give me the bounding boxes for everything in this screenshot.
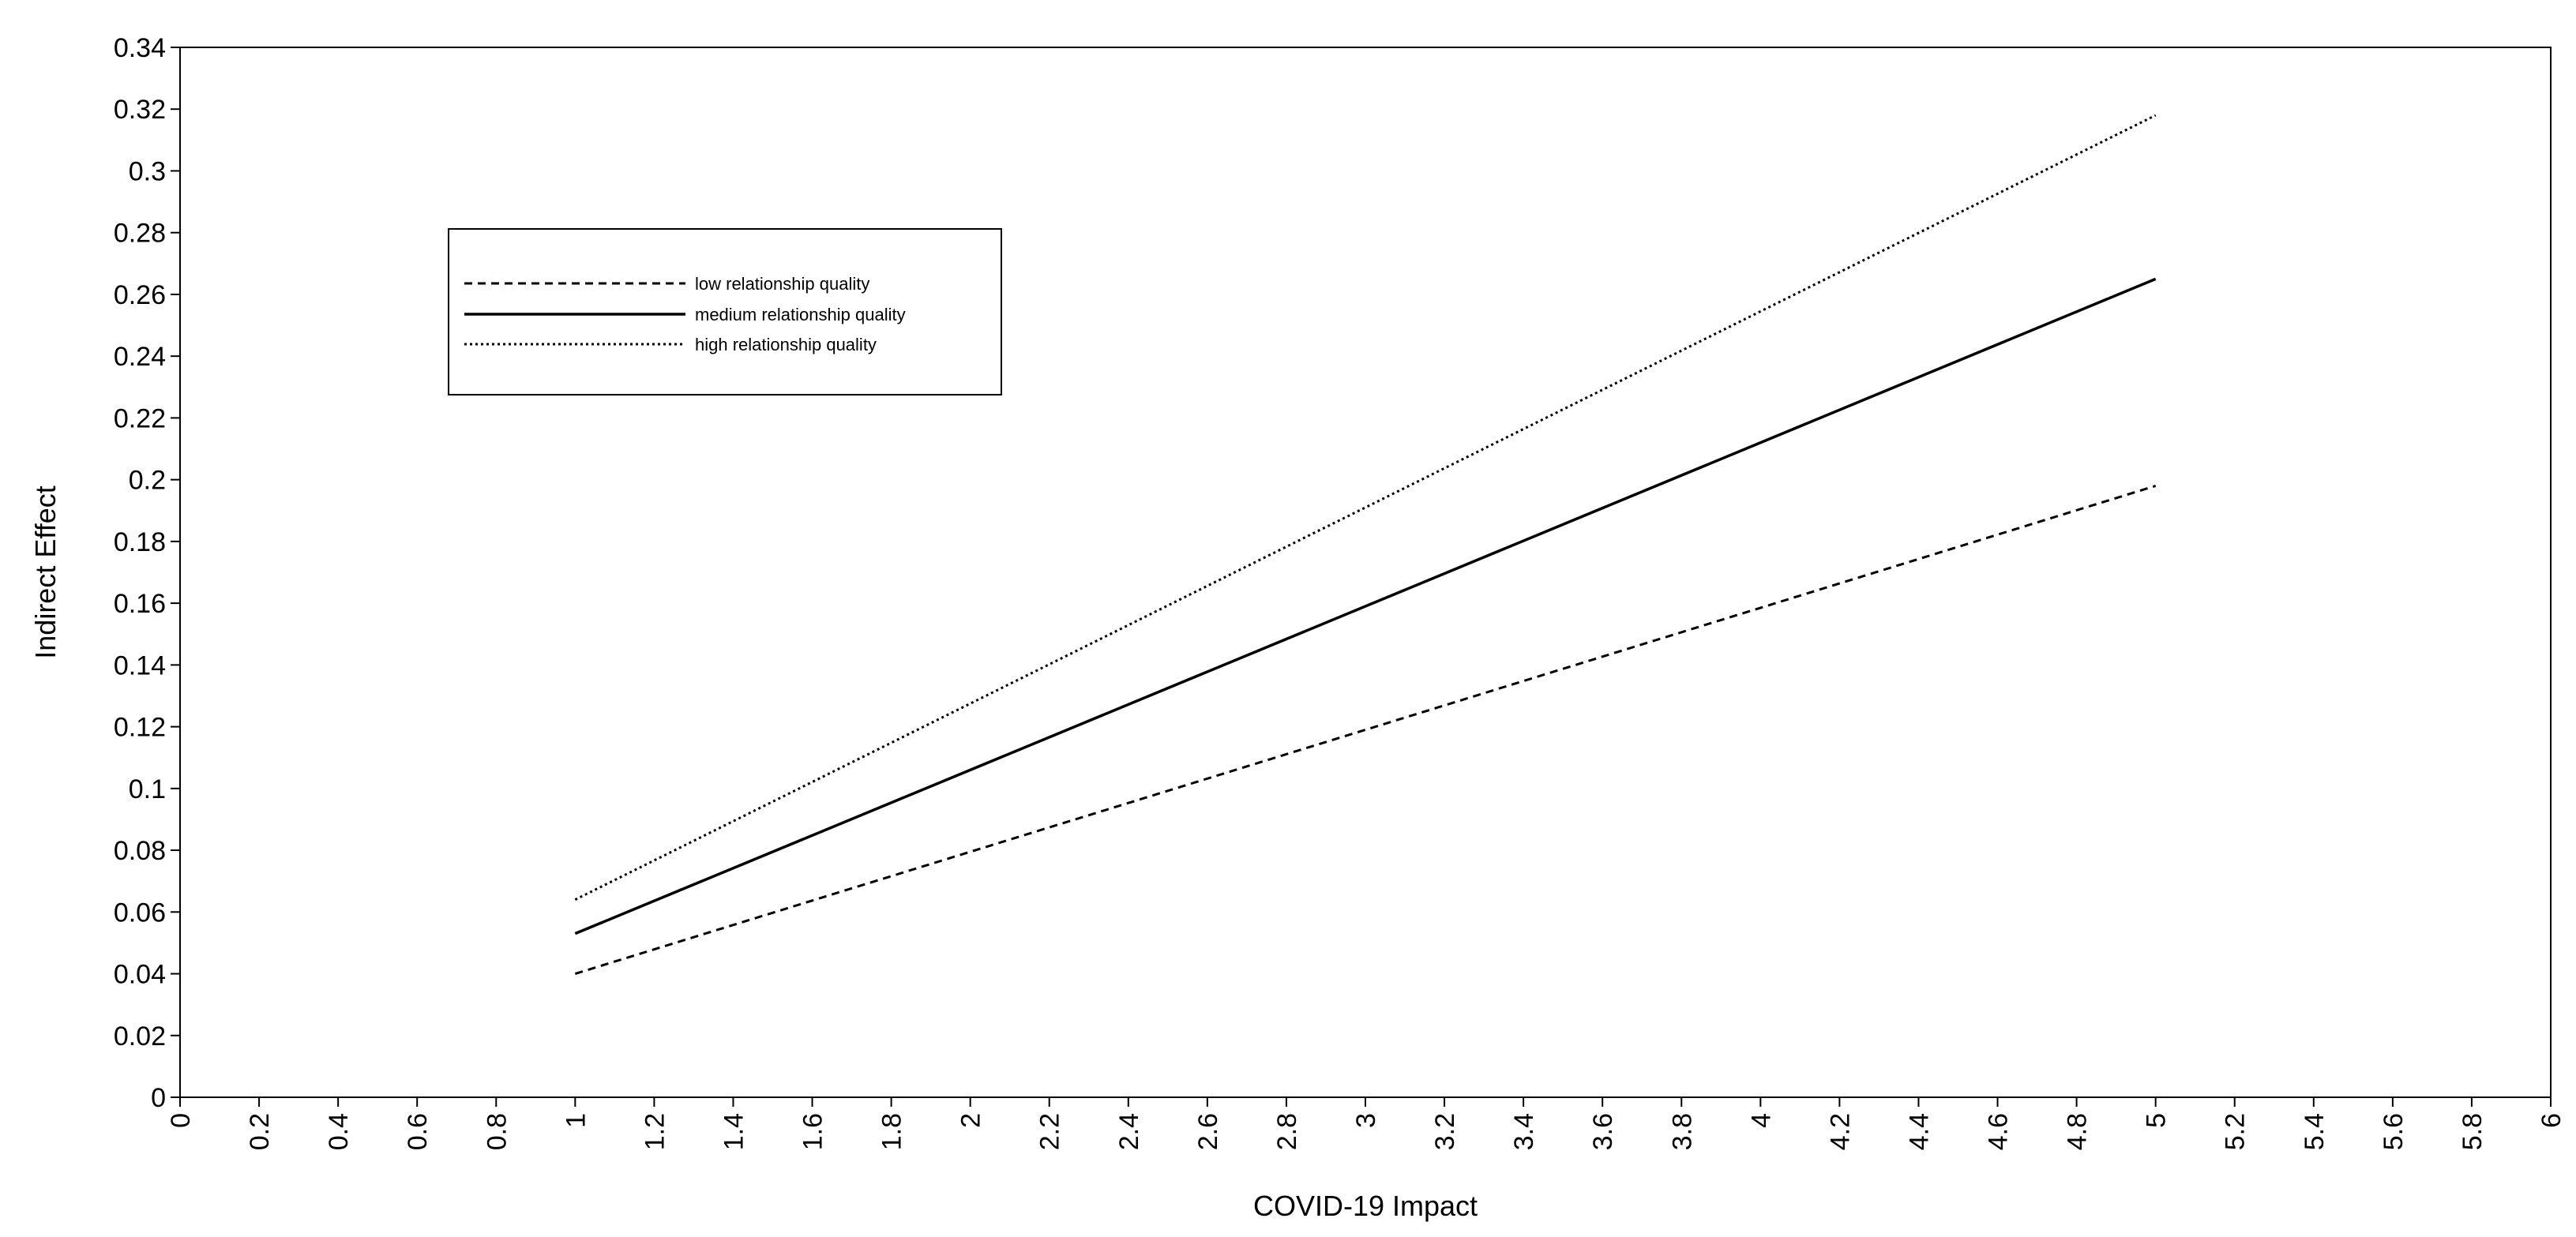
- x-tick-label: 1.4: [719, 1113, 749, 1150]
- y-axis-title: Indirect Effect: [29, 485, 62, 658]
- x-tick-label: 2.4: [1114, 1113, 1144, 1150]
- y-tick-label: 0.2: [129, 466, 166, 496]
- series-line-medium: [574, 277, 2157, 935]
- y-tick-label: 0.12: [114, 713, 166, 743]
- y-tick-label: 0.14: [114, 650, 166, 680]
- x-tick-label: 0: [166, 1113, 196, 1128]
- x-tick-label: 1: [561, 1113, 591, 1128]
- y-tick-label: 0.1: [129, 774, 166, 804]
- y-tick-label: 0.08: [114, 836, 166, 866]
- legend-box: [448, 228, 1002, 395]
- x-tick-label: 6: [2537, 1113, 2567, 1128]
- y-tick-label: 0.22: [114, 403, 166, 433]
- x-tick-label: 4: [1746, 1113, 1776, 1128]
- x-tick-label: 3.4: [1509, 1113, 1539, 1150]
- series-lines: [574, 114, 2157, 975]
- x-tick-label: 5.6: [2379, 1113, 2409, 1150]
- series-line-low: [574, 485, 2157, 975]
- x-tick-label: 3.8: [1667, 1113, 1697, 1150]
- x-tick-label: 5.4: [2300, 1113, 2330, 1150]
- y-tick-label: 0.06: [114, 898, 166, 928]
- x-tick-label: 4.8: [2063, 1113, 2093, 1150]
- x-tick-label: 3: [1351, 1113, 1381, 1128]
- series-line-high: [574, 114, 2157, 901]
- x-tick-label: 4.6: [1984, 1113, 2014, 1150]
- x-tick-label: 2.8: [1272, 1113, 1302, 1150]
- y-axis-ticks: 0 0.02 0.04 0.06 0.08 0.1 0.12 0.14 0.16 0.18 0.2 0…: [114, 33, 180, 1113]
- y-tick-label: 0.24: [114, 342, 166, 372]
- x-tick-label: 1.2: [640, 1113, 670, 1150]
- y-tick-label: 0.3: [129, 156, 166, 186]
- y-tick-label: 0.16: [114, 589, 166, 619]
- x-tick-label: 4.4: [1904, 1113, 1934, 1150]
- legend-label-high: high relationship quality: [695, 335, 877, 354]
- x-tick-label: 5.2: [2221, 1113, 2251, 1150]
- y-tick-label: 0: [151, 1083, 166, 1113]
- x-tick-label: 0.6: [403, 1113, 433, 1150]
- y-tick-label: 0.18: [114, 527, 166, 557]
- x-tick-label: 2: [956, 1113, 986, 1128]
- plot-area: [179, 47, 2552, 1098]
- x-tick-label: 2.6: [1193, 1113, 1223, 1150]
- x-axis-title: COVID-19 Impact: [1253, 1190, 1478, 1222]
- x-axis-ticks: 0 0.2 0.4 0.6 0.8 1 1.2 1.4 1.6 1.8 2 2.2 2.4 2.6 2.8 3…: [166, 1097, 2567, 1150]
- x-tick-label: 5: [2142, 1113, 2172, 1128]
- x-tick-label: 2.2: [1035, 1113, 1065, 1150]
- y-tick-label: 0.28: [114, 219, 166, 249]
- y-tick-label: 0.02: [114, 1021, 166, 1051]
- y-tick-label: 0.04: [114, 960, 166, 990]
- x-tick-label: 5.8: [2458, 1113, 2488, 1150]
- x-tick-label: 0.2: [245, 1113, 275, 1150]
- y-tick-label: 0.26: [114, 280, 166, 310]
- legend-label-low: low relationship quality: [695, 274, 869, 294]
- y-tick-label: 0.34: [114, 33, 166, 63]
- x-tick-label: 3.2: [1430, 1113, 1460, 1150]
- x-tick-label: 0.4: [324, 1113, 354, 1150]
- x-tick-label: 1.8: [877, 1113, 907, 1150]
- x-tick-label: 3.6: [1588, 1113, 1618, 1150]
- x-tick-label: 0.8: [482, 1113, 512, 1150]
- x-tick-label: 4.2: [1825, 1113, 1855, 1150]
- y-tick-label: 0.32: [114, 95, 166, 125]
- legend-label-medium: medium relationship quality: [695, 305, 906, 324]
- legend: low relationship quality medium relation…: [448, 228, 1002, 395]
- x-tick-label: 1.6: [798, 1113, 828, 1150]
